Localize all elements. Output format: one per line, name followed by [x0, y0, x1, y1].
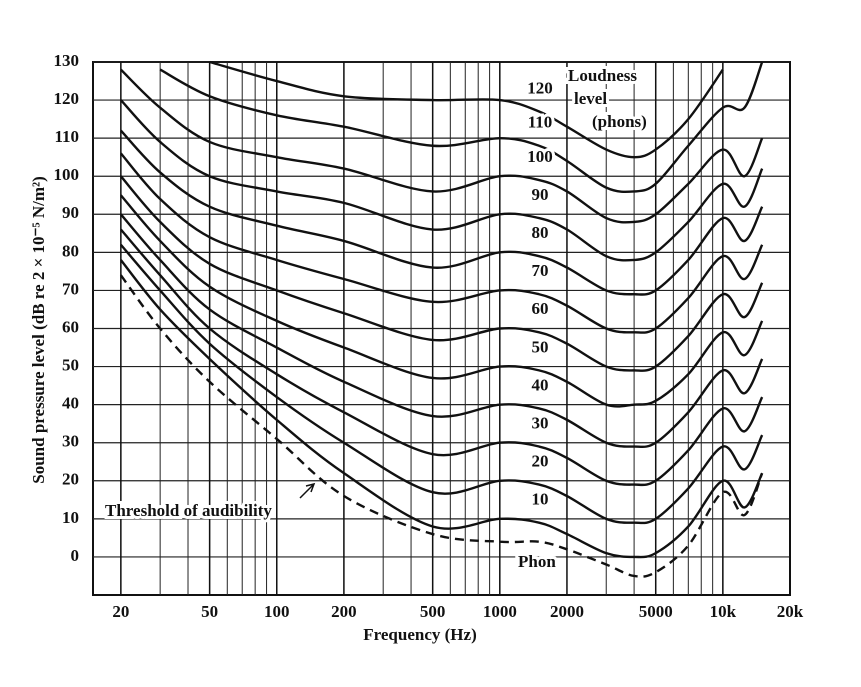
x-tick-label: 10k — [710, 602, 737, 621]
contour-line — [119, 228, 764, 487]
series-label: 30 — [532, 413, 549, 432]
y-tick-label: 110 — [54, 127, 79, 146]
contour-line — [119, 243, 764, 525]
series-label: 40 — [532, 375, 549, 394]
x-tick-label: 20k — [777, 602, 804, 621]
y-tick-label: 100 — [54, 165, 80, 184]
y-tick-label: 10 — [62, 508, 79, 527]
y-tick-label: 0 — [71, 546, 80, 565]
x-axis-label: Frequency (Hz) — [363, 625, 476, 644]
series-label: 90 — [532, 185, 549, 204]
threshold-line — [119, 274, 764, 578]
x-tick-label: 20 — [112, 602, 129, 621]
contour-line — [119, 194, 764, 408]
series-label: 60 — [532, 299, 549, 318]
series-label: Threshold of audibility — [105, 501, 272, 520]
series-label: 100 — [527, 147, 553, 166]
x-tick-label: 500 — [420, 602, 446, 621]
contour-line — [159, 61, 764, 194]
y-tick-label: 80 — [62, 241, 79, 260]
y-axis-label: Sound pressure level (dB re 2 × 10⁻⁵ N/m… — [29, 176, 48, 483]
x-tick-label: 5000 — [639, 602, 673, 621]
threshold-arrow — [299, 482, 316, 499]
loudness-label: level — [574, 89, 607, 108]
x-tick-label: 1000 — [483, 602, 517, 621]
y-tick-label: 50 — [62, 355, 79, 374]
series-label: 110 — [528, 113, 553, 132]
phon-label: Phon — [518, 552, 556, 571]
y-tick-label: 130 — [54, 51, 80, 70]
x-tick-label: 50 — [201, 602, 218, 621]
contour-line — [120, 68, 764, 224]
y-tick-label: 70 — [62, 279, 79, 298]
series-label: 120 — [527, 78, 553, 97]
contour-line — [209, 60, 724, 159]
x-tick-label: 200 — [331, 602, 357, 621]
contour-line — [119, 175, 764, 372]
series-label: 80 — [532, 223, 549, 242]
contour-line — [119, 152, 764, 334]
series-label: 70 — [532, 261, 549, 280]
loudness-label: (phons) — [592, 112, 647, 131]
contour-line — [119, 213, 764, 449]
y-tick-label: 120 — [54, 89, 80, 108]
loudness-label: Loudness — [568, 66, 637, 85]
contour-line — [119, 99, 764, 262]
y-tick-label: 30 — [62, 432, 79, 451]
contour-line — [119, 129, 764, 296]
y-tick-label: 20 — [62, 470, 79, 489]
y-tick-label: 90 — [62, 203, 79, 222]
series-label: 20 — [532, 451, 549, 470]
x-tick-label: 100 — [264, 602, 290, 621]
x-tick-label: 2000 — [550, 602, 584, 621]
series-label: 10 — [532, 490, 549, 509]
y-tick-label: 40 — [62, 394, 79, 413]
contour-line — [119, 259, 764, 559]
y-tick-label: 60 — [62, 317, 79, 336]
series-label: 50 — [532, 337, 549, 356]
